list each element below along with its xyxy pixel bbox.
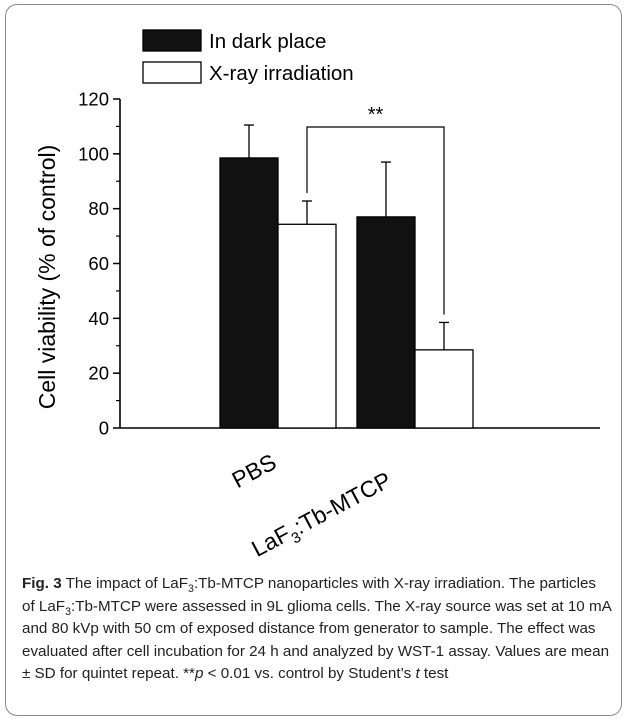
legend-swatch: [143, 62, 201, 83]
bars: [220, 158, 473, 428]
y-axis-label: Cell viability (% of control): [34, 145, 60, 410]
x-tick-label: PBS: [227, 448, 280, 493]
bar-xray: [415, 350, 473, 428]
bar-xray: [278, 224, 336, 428]
caption-text-1: The impact of LaF: [62, 575, 188, 592]
y-tick-label: 0: [99, 418, 109, 439]
legend-swatch: [143, 30, 201, 51]
x-tick-label-text: :Tb-MTCP: [289, 466, 395, 539]
x-tick-label-text: LaF: [247, 520, 294, 562]
legend: In dark place X-ray irradiation: [143, 30, 354, 85]
x-tick-label: LaF3:Tb-MTCP: [247, 466, 398, 566]
y-tick-label: 80: [88, 198, 109, 219]
figure-label: Fig. 3: [22, 575, 62, 592]
x-tick-label-text: PBS: [227, 448, 280, 493]
bar-dark: [220, 158, 278, 428]
y-tick-label: 100: [78, 143, 109, 164]
legend-label: In dark place: [209, 30, 326, 53]
bar-chart: In dark place X-ray irradiation 0 20 40 60 80…: [0, 0, 629, 570]
y-tick-label: 60: [88, 253, 109, 274]
y-tick-label: 40: [88, 308, 109, 329]
y-tick-label: 20: [88, 363, 109, 384]
significance-stars: **: [368, 104, 384, 126]
legend-label: X-ray irradiation: [209, 62, 354, 85]
y-tick-label: 120: [78, 89, 109, 110]
caption-text-5: test: [420, 665, 449, 682]
caption-text-4: < 0.01 vs. control by Student’s: [203, 665, 415, 682]
bar-dark: [357, 217, 415, 428]
figure-caption: Fig. 3 The impact of LaF3:Tb-MTCP nanopa…: [22, 573, 612, 686]
